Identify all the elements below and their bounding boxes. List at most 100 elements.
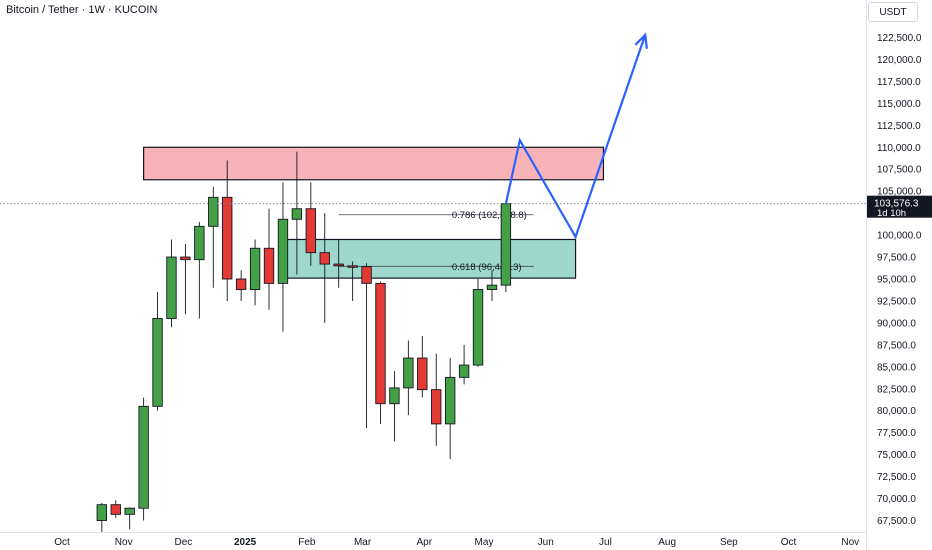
last-price-badge (867, 195, 932, 218)
candle (110, 500, 121, 518)
candle-body (444, 376, 456, 425)
candle (180, 243, 191, 315)
time-axis-background (0, 532, 866, 550)
candle-body (222, 196, 233, 280)
candle-body (347, 265, 358, 268)
projection-path (504, 34, 647, 240)
y-tick-label: 77,500.0 (877, 428, 916, 439)
candle-body (96, 504, 107, 521)
y-tick-label: 95,000.0 (877, 275, 916, 286)
candle (222, 160, 233, 301)
y-tick-label: 67,500.0 (877, 516, 916, 527)
x-tick-label: Oct (781, 537, 797, 548)
x-tick-label: Dec (175, 537, 193, 548)
x-tick-label: May (475, 537, 494, 548)
x-tick-label: Aug (658, 537, 676, 548)
candle (486, 270, 498, 301)
candle (403, 340, 414, 416)
y-tick-label: 97,500.0 (877, 253, 916, 264)
x-tick-label: Feb (298, 537, 316, 548)
x-tick-label: Sep (720, 537, 738, 548)
y-tick-label: 117,500.0 (877, 77, 921, 88)
x-tick-label: Apr (417, 537, 433, 548)
candles-layer (96, 151, 512, 539)
projection-arrow-head (634, 32, 648, 49)
x-tick-label: Jul (599, 537, 612, 548)
currency-selector[interactable]: USDT (868, 2, 918, 22)
time-axis: Oct Nov Dec 2025 Feb Mar Apr May Jun Jul Aug Sep Oct… (0, 532, 866, 550)
fib-level-label: 0.618 (96,442.3) (452, 262, 522, 273)
x-tick-label: Nov (115, 537, 133, 548)
candle-body (375, 282, 386, 405)
candle-body (500, 203, 512, 286)
fib-level-label: 0.786 (102,318.8) (452, 210, 527, 221)
countdown-label: 1d 10h (877, 208, 906, 219)
candle (305, 182, 317, 266)
candle-body (194, 225, 205, 261)
candle (458, 344, 470, 385)
candle-body (403, 357, 414, 389)
candle-body (431, 389, 442, 425)
candle-body (458, 364, 470, 378)
x-tick-label: Oct (54, 537, 70, 548)
candle (263, 208, 275, 310)
candle-body (472, 289, 484, 366)
last-price-label: 103,576.3 (874, 199, 919, 210)
candle (277, 182, 289, 332)
candle-body (305, 208, 317, 254)
candle (389, 371, 400, 442)
y-tick-label: 75,000.0 (877, 450, 916, 461)
candle-body (124, 507, 135, 515)
candle-body (249, 247, 261, 290)
y-tick-label: 82,500.0 (877, 384, 916, 395)
candle-body (277, 218, 289, 284)
candle-body (110, 504, 121, 515)
candle (249, 239, 261, 306)
candle-body (291, 208, 303, 220)
candle (500, 201, 512, 293)
y-tick-label: 87,500.0 (877, 340, 916, 351)
x-tick-label: 2025 (234, 537, 257, 548)
candle-body (319, 252, 330, 265)
y-tick-label: 107,500.0 (877, 165, 922, 176)
candle-body (361, 266, 372, 284)
candle (138, 397, 149, 521)
y-tick-label: 112,500.0 (877, 121, 921, 132)
candle-body (166, 256, 177, 319)
y-tick-label: 115,000.0 (877, 99, 921, 110)
support-zone (282, 238, 577, 279)
y-tick-label: 105,000.0 (877, 187, 922, 198)
candle-body (138, 405, 149, 509)
candle (347, 261, 358, 301)
y-tick-label: 72,500.0 (877, 472, 916, 483)
candle (166, 239, 177, 328)
candle-body (417, 357, 428, 391)
symbol-title: Bitcoin / Tether · 1W · KUCOIN (6, 4, 158, 16)
candle-body (389, 387, 400, 405)
x-tick-label: Jun (538, 537, 554, 548)
candle (235, 270, 247, 301)
candle (472, 279, 484, 367)
candle-body (152, 318, 163, 407)
x-tick-label: Mar (354, 537, 372, 548)
candle-body (333, 263, 344, 267)
candle (431, 353, 442, 446)
candle (319, 213, 330, 323)
candle (417, 336, 428, 398)
y-tick-label: 100,000.0 (877, 231, 922, 242)
candle (375, 281, 386, 424)
candle (152, 292, 163, 411)
y-tick-label: 85,000.0 (877, 362, 916, 373)
candle (333, 239, 344, 288)
y-tick-label: 92,500.0 (877, 296, 916, 307)
candle-body (486, 284, 498, 290)
candle (361, 263, 372, 429)
y-tick-label: 70,000.0 (877, 494, 916, 505)
candle-body (263, 247, 275, 284)
price-axis-background (866, 0, 932, 550)
candle (124, 507, 135, 530)
y-tick-label: 122,500.0 (877, 33, 922, 44)
candle (208, 186, 219, 288)
y-tick-label: 80,000.0 (877, 406, 916, 417)
